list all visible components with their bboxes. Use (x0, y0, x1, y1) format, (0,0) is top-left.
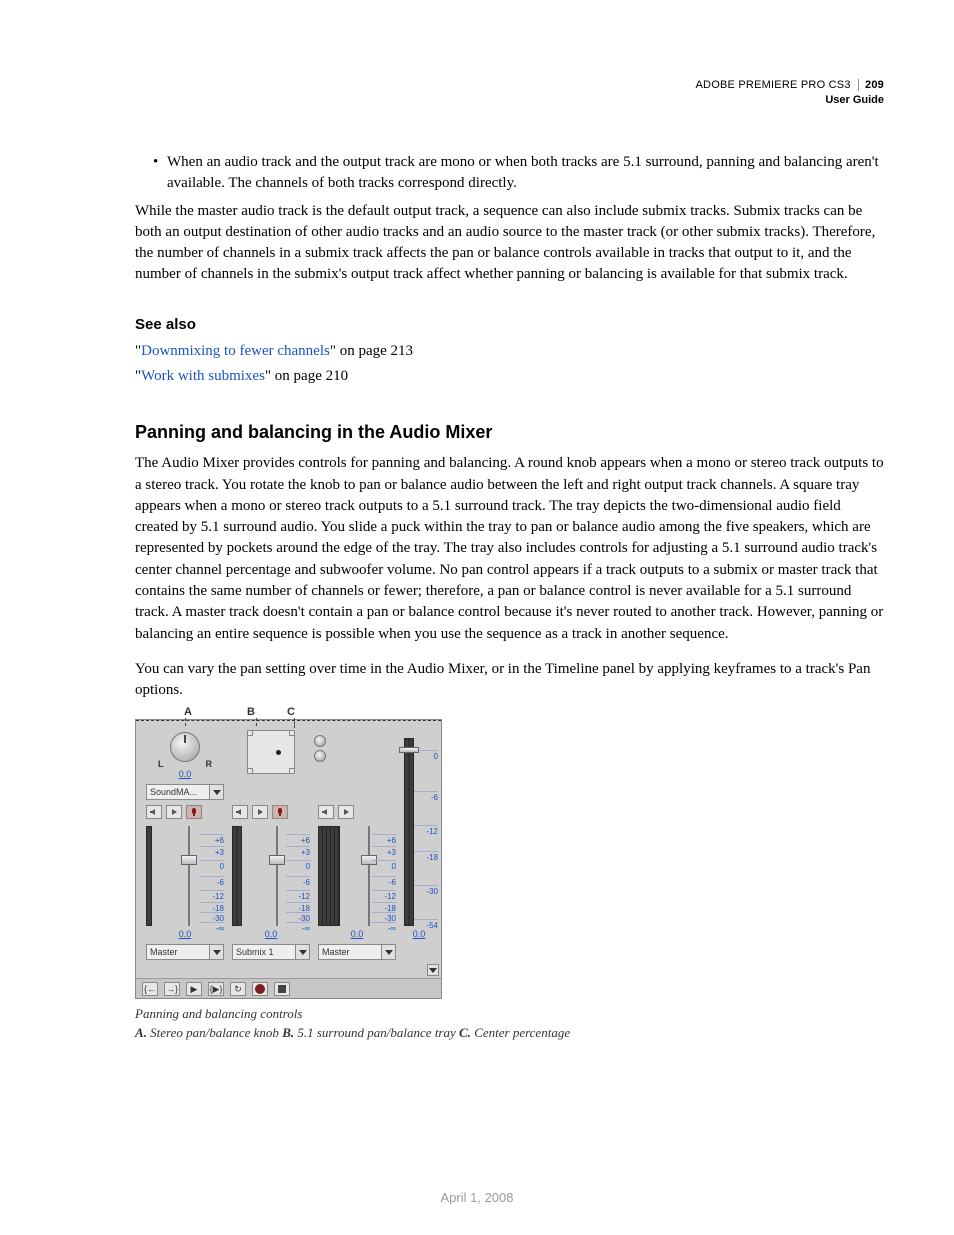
solo-button[interactable] (166, 805, 182, 819)
master-meter (404, 738, 414, 926)
stop-button[interactable] (274, 982, 290, 996)
page-footer-date: April 1, 2008 (0, 1189, 954, 1207)
output-dropdown[interactable]: Submix 1 (232, 944, 310, 960)
output-label: Master (319, 946, 381, 959)
level-meter (146, 826, 152, 926)
bullet-text: When an audio track and the output track… (167, 152, 884, 195)
go-to-out-button[interactable]: →} (164, 982, 180, 996)
body-paragraph: The Audio Mixer provides controls for pa… (135, 453, 884, 645)
fader-scale: +6+30-6-12-18-30-∞ (286, 826, 310, 926)
level-meter (318, 826, 340, 926)
output-label: Master (147, 946, 209, 959)
caption-A-text: Stereo pan/balance knob (147, 1025, 282, 1040)
caption-C-text: Center percentage (471, 1025, 570, 1040)
play-in-out-button[interactable]: {▶} (208, 982, 224, 996)
go-to-in-button[interactable]: {← (142, 982, 158, 996)
play-button[interactable]: ▶ (186, 982, 202, 996)
figure-caption: Panning and balancing controls A. Stereo… (135, 1005, 884, 1042)
fader-scale: +6+30-6-12-18-30-∞ (200, 826, 224, 926)
caption-A-label: A. (135, 1025, 147, 1040)
pan-knob[interactable] (170, 732, 200, 762)
figure: A B C L R 0.0 SoundMA... (135, 719, 884, 1042)
effects-dropdown-label: SoundMA... (147, 786, 209, 799)
master-scale: 0-6-12-18-30-54 (414, 738, 438, 926)
master-meter-strip: 0-6-12-18-30-54 0.0 (404, 730, 434, 956)
mixer-channel-3: +6+30-6-12-18-30-∞ 0.0 Master (318, 730, 396, 956)
pan-L-label: L (158, 758, 164, 771)
caption-B-text: 5.1 surround pan/balance tray (294, 1025, 459, 1040)
output-label: Submix 1 (233, 946, 295, 959)
link-downmixing[interactable]: Downmixing to fewer channels (141, 343, 330, 359)
bullet-item: • When an audio track and the output tra… (153, 152, 884, 195)
see-also-row: "Work with submixes" on page 210 (135, 366, 884, 387)
master-clip-indicator (399, 747, 419, 753)
caption-C-label: C. (459, 1025, 471, 1040)
body-paragraph: You can vary the pan setting over time i… (135, 659, 884, 702)
mute-button[interactable] (232, 805, 248, 819)
running-header: ADOBE PREMIERE PRO CS3 209 User Guide (695, 78, 884, 108)
fader-handle[interactable] (269, 855, 285, 865)
output-dropdown[interactable]: Master (318, 944, 396, 960)
pan-R-label: R (206, 758, 213, 771)
effects-dropdown[interactable]: SoundMA... (146, 784, 224, 800)
solo-button[interactable] (252, 805, 268, 819)
link-submixes[interactable]: Work with submixes (141, 368, 265, 384)
section-heading: Panning and balancing in the Audio Mixer (135, 420, 884, 446)
loop-button[interactable]: ↻ (230, 982, 246, 996)
record-transport-button[interactable] (252, 982, 268, 996)
mute-button[interactable] (146, 805, 162, 819)
see-also-row: "Downmixing to fewer channels" on page 2… (135, 341, 884, 362)
mixer-channel-2: +6+30-6-12-18-30-∞ 0.0 Submix 1 (232, 730, 310, 956)
fader-scale: +6+30-6-12-18-30-∞ (372, 826, 396, 926)
see-also-heading: See also (135, 314, 884, 335)
bullet-dot: • (153, 152, 167, 195)
fader-handle[interactable] (181, 855, 197, 865)
caption-title: Panning and balancing controls (135, 1005, 884, 1023)
scroll-button[interactable] (427, 964, 439, 976)
transport-bar: {← →} ▶ {▶} ↻ (136, 978, 441, 998)
product-name: ADOBE PREMIERE PRO CS3 (695, 79, 850, 91)
guide-label: User Guide (695, 93, 884, 108)
dropdown-arrow-icon (209, 785, 223, 799)
dropdown-arrow-icon (381, 945, 395, 959)
solo-button[interactable] (338, 805, 354, 819)
see-also-block: "Downmixing to fewer channels" on page 2… (135, 341, 884, 388)
record-button[interactable] (272, 805, 288, 819)
mixer-channel-1: L R 0.0 SoundMA... (146, 730, 224, 956)
dropdown-arrow-icon (209, 945, 223, 959)
output-dropdown[interactable]: Master (146, 944, 224, 960)
caption-B-label: B. (282, 1025, 294, 1040)
body-paragraph: While the master audio track is the defa… (135, 201, 884, 286)
surround-pan-tray[interactable] (247, 730, 295, 774)
dropdown-arrow-icon (295, 945, 309, 959)
audio-mixer-panel: L R 0.0 SoundMA... (135, 719, 442, 999)
pan-value[interactable]: 0.0 (179, 769, 192, 779)
mute-button[interactable] (318, 805, 334, 819)
level-meter (232, 826, 242, 926)
record-button[interactable] (186, 805, 202, 819)
page-number: 209 (858, 79, 884, 91)
pan-puck[interactable] (276, 750, 281, 755)
